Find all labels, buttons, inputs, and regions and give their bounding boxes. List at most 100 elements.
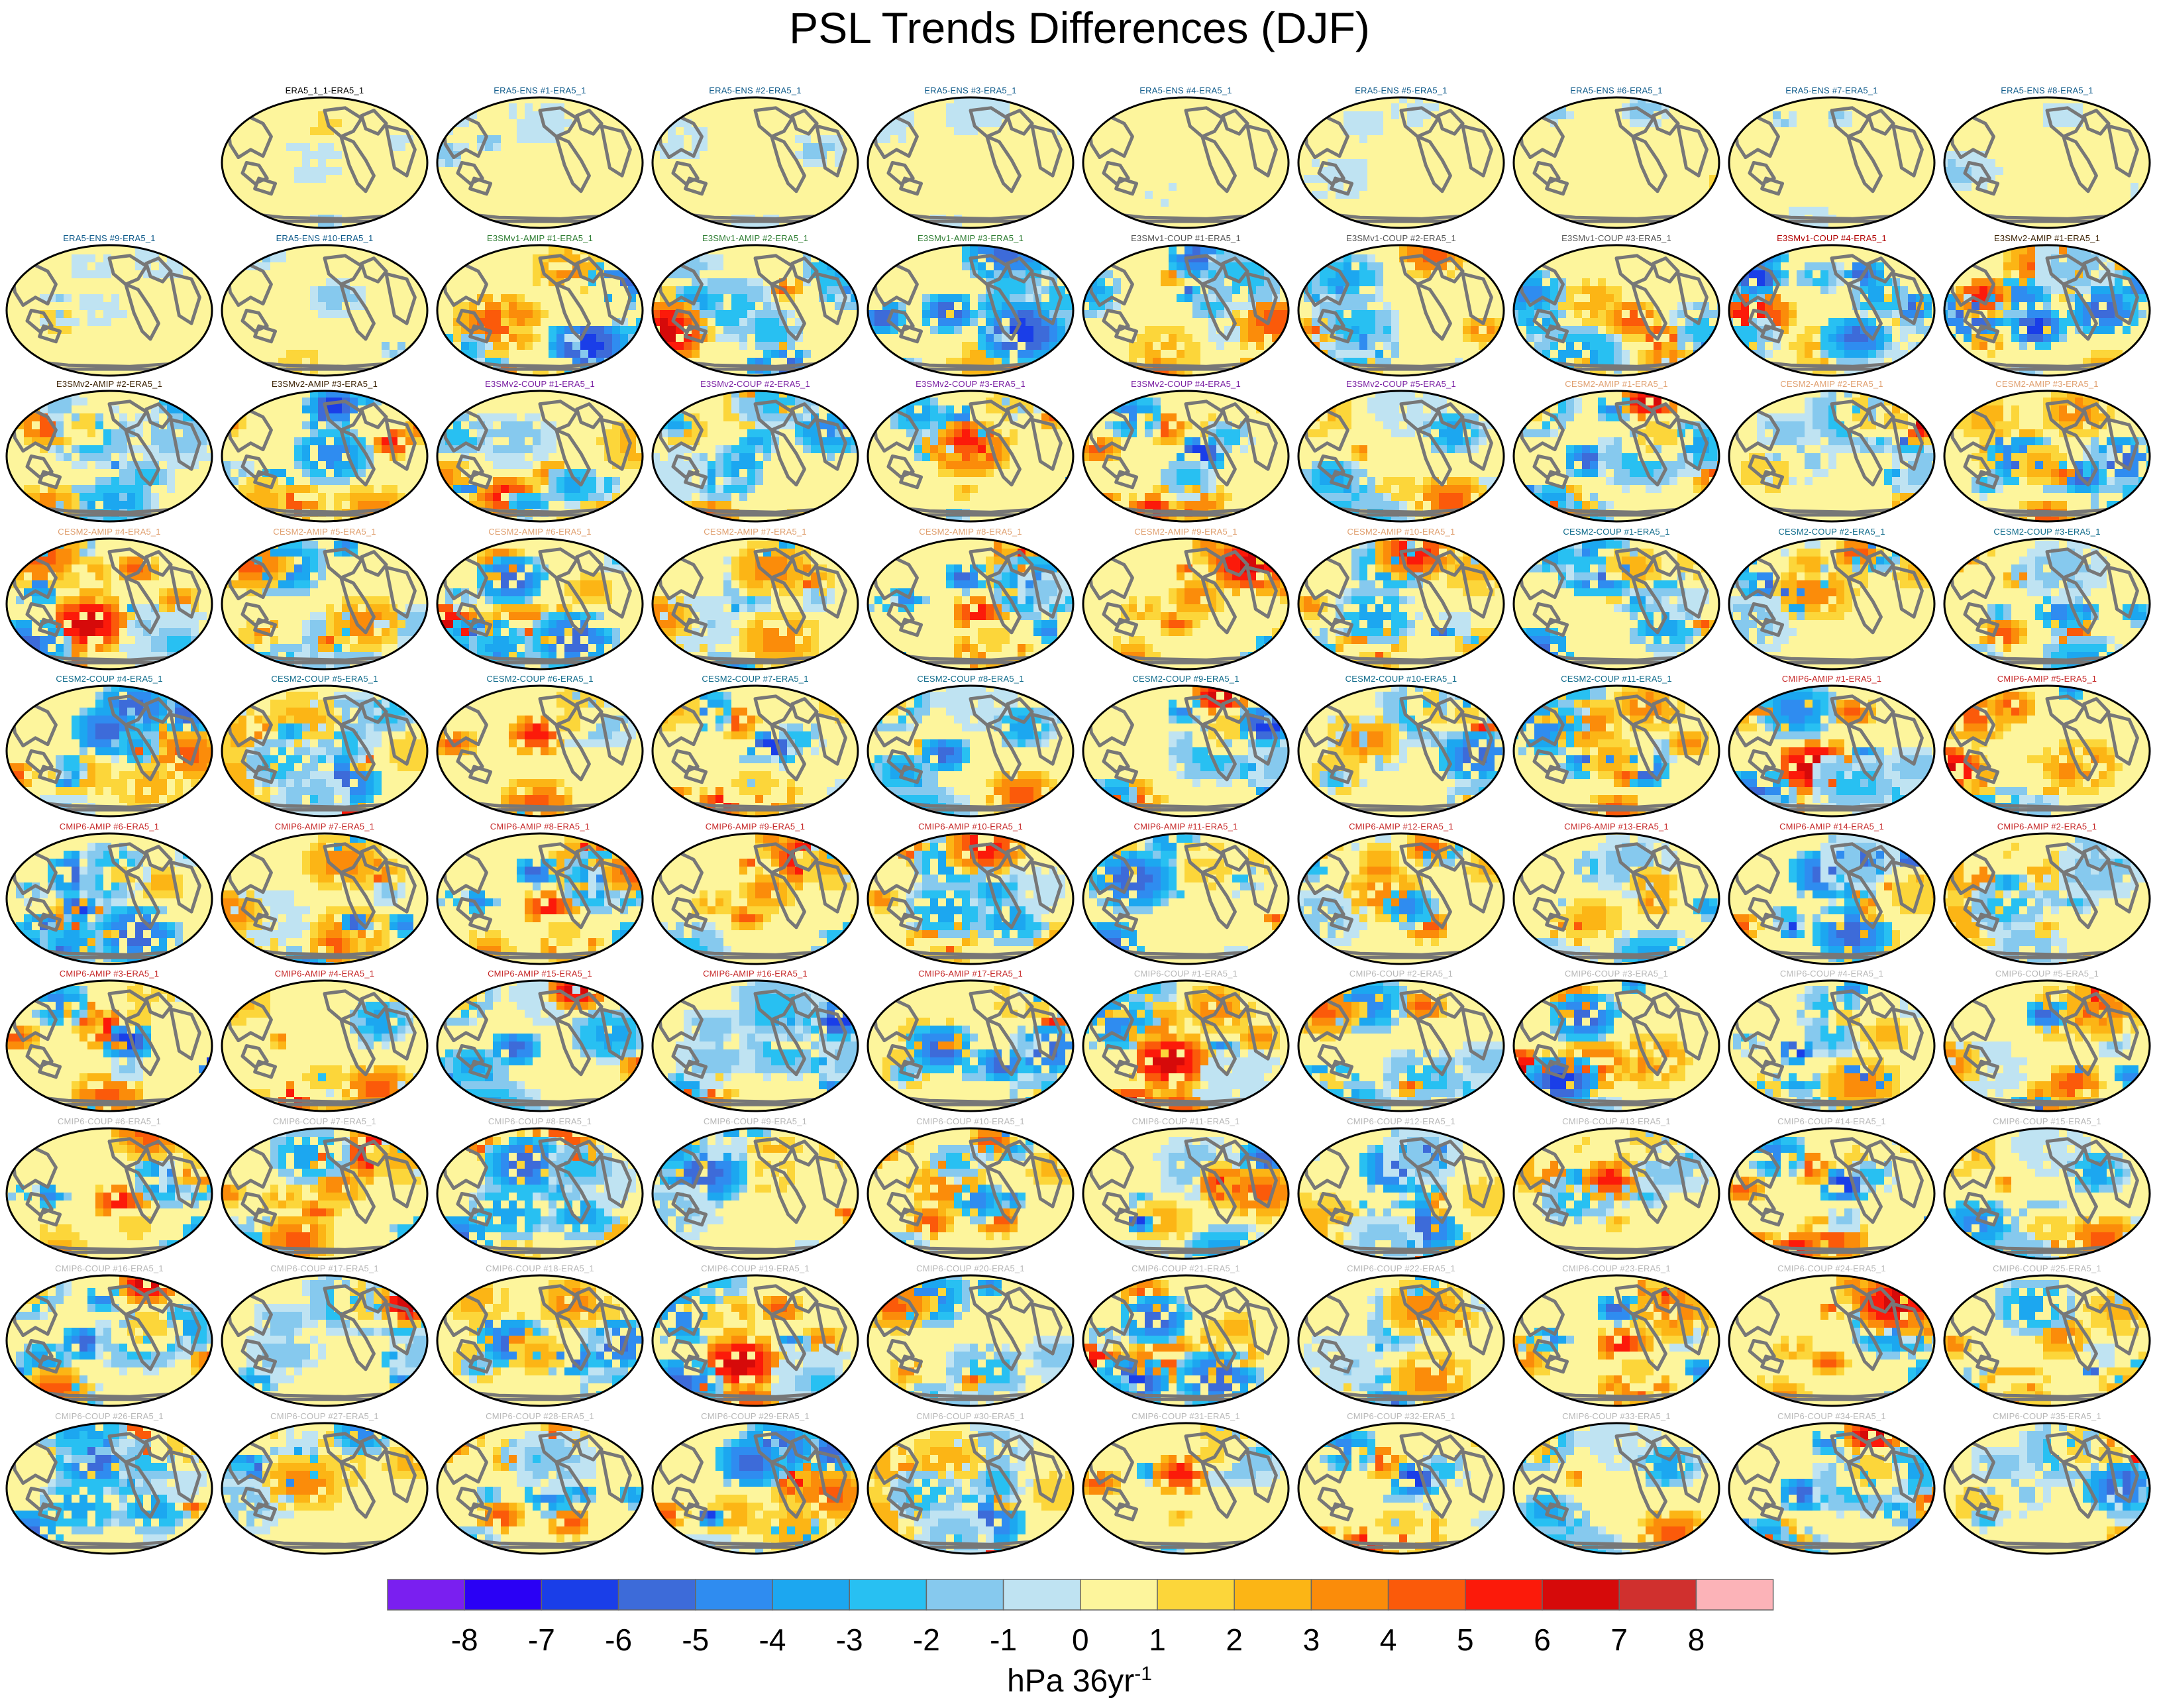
panel-title: E3SMv2-COUP #1-ERA5_1 (437, 379, 643, 389)
panel-title: CMIP6-AMIP #2-ERA5_1 (1944, 822, 2150, 831)
panel-title: ERA5-ENS #7-ERA5_1 (1729, 85, 1934, 95)
panel-title: CESM2-AMIP #5-ERA5_1 (222, 527, 427, 537)
map-panel (1082, 1274, 1290, 1407)
map-panel (436, 537, 644, 670)
panel-title: CESM2-COUP #3-ERA5_1 (1944, 527, 2150, 537)
panel-title: CMIP6-AMIP #7-ERA5_1 (222, 822, 427, 831)
panel-title: ERA5-ENS #9-ERA5_1 (7, 233, 212, 243)
panel-title: ERA5-ENS #10-ERA5_1 (222, 233, 427, 243)
colorbar-tick-label: 5 (1439, 1622, 1492, 1658)
panel-title: CESM2-COUP #10-ERA5_1 (1298, 674, 1504, 684)
map-panel (5, 1274, 213, 1407)
colorbar-tick-label: -6 (592, 1622, 645, 1658)
panel-title: ERA5-ENS #1-ERA5_1 (437, 85, 643, 95)
map-panel (651, 1274, 859, 1407)
panel-title: CESM2-AMIP #4-ERA5_1 (7, 527, 212, 537)
panel-title: CMIP6-COUP #1-ERA5_1 (1083, 969, 1289, 979)
map-panel (436, 684, 644, 818)
map-panel (1512, 244, 1720, 377)
panel-title: ERA5-ENS #5-ERA5_1 (1298, 85, 1504, 95)
colorbar-segment (1465, 1579, 1543, 1611)
panel-title: CMIP6-COUP #33-ERA5_1 (1514, 1411, 1719, 1421)
map-panel (651, 537, 859, 670)
panel-title: CMIP6-COUP #30-ERA5_1 (868, 1411, 1073, 1421)
map-panel (867, 537, 1075, 670)
map-panel (867, 244, 1075, 377)
colorbar-tick-label: -4 (746, 1622, 799, 1658)
panel-title: E3SMv2-AMIP #3-ERA5_1 (222, 379, 427, 389)
panel-title: CMIP6-AMIP #3-ERA5_1 (7, 969, 212, 979)
colorbar-segment (1157, 1579, 1235, 1611)
panel-title: CMIP6-AMIP #15-ERA5_1 (437, 969, 643, 979)
panel-title: CMIP6-COUP #12-ERA5_1 (1298, 1116, 1504, 1126)
colorbar-segment (1080, 1579, 1158, 1611)
panel-title: CMIP6-COUP #23-ERA5_1 (1514, 1263, 1719, 1273)
colorbar-tick-label: 2 (1208, 1622, 1261, 1658)
panel-title: CMIP6-COUP #18-ERA5_1 (437, 1263, 643, 1273)
panel-title: ERA5-ENS #4-ERA5_1 (1083, 85, 1289, 95)
panel-title: CMIP6-COUP #34-ERA5_1 (1729, 1411, 1934, 1421)
panel-title: CMIP6-AMIP #10-ERA5_1 (868, 822, 1073, 831)
panel-title: CMIP6-COUP #5-ERA5_1 (1944, 969, 2150, 979)
panel-title: E3SMv1-AMIP #2-ERA5_1 (653, 233, 858, 243)
panel-title: CMIP6-COUP #6-ERA5_1 (7, 1116, 212, 1126)
map-panel (651, 1127, 859, 1260)
panel-title: CMIP6-COUP #29-ERA5_1 (653, 1411, 858, 1421)
panel-title: ERA5_1_1-ERA5_1 (222, 85, 427, 95)
panel-title: E3SMv2-AMIP #1-ERA5_1 (1944, 233, 2150, 243)
panel-title: E3SMv2-COUP #4-ERA5_1 (1083, 379, 1289, 389)
map-panel (1082, 1422, 1290, 1555)
panel-title: CMIP6-COUP #24-ERA5_1 (1729, 1263, 1934, 1273)
panel-title: E3SMv2-COUP #5-ERA5_1 (1298, 379, 1504, 389)
panel-title: CMIP6-AMIP #4-ERA5_1 (222, 969, 427, 979)
colorbar-segment (1695, 1579, 1774, 1611)
panel-title: CMIP6-COUP #19-ERA5_1 (653, 1263, 858, 1273)
colorbar-segment (1002, 1579, 1081, 1611)
map-panel (651, 684, 859, 818)
map-panel (1943, 537, 2151, 670)
map-panel (1297, 1422, 1505, 1555)
panel-title: CMIP6-AMIP #13-ERA5_1 (1514, 822, 1719, 831)
panel-title: CESM2-COUP #11-ERA5_1 (1514, 674, 1719, 684)
colorbar-tick-label: 7 (1593, 1622, 1646, 1658)
panel-title: E3SMv1-COUP #1-ERA5_1 (1083, 233, 1289, 243)
colorbar-segment (387, 1579, 465, 1611)
colorbar-tick-label: -3 (823, 1622, 876, 1658)
map-panel (1943, 1274, 2151, 1407)
panel-title: CESM2-AMIP #3-ERA5_1 (1944, 379, 2150, 389)
units-base: hPa 36yr (1007, 1664, 1134, 1699)
map-panel (867, 832, 1075, 965)
panel-title: CESM2-AMIP #10-ERA5_1 (1298, 527, 1504, 537)
panel-title: CMIP6-COUP #15-ERA5_1 (1944, 1116, 2150, 1126)
units-exponent: -1 (1134, 1663, 1152, 1685)
figure-title: PSL Trends Differences (DJF) (0, 3, 2159, 53)
panel-title: CMIP6-COUP #3-ERA5_1 (1514, 969, 1719, 979)
panel-title: E3SMv1-COUP #2-ERA5_1 (1298, 233, 1504, 243)
colorbar-tick-label: 1 (1131, 1622, 1184, 1658)
map-panel (1512, 832, 1720, 965)
map-panel (1082, 684, 1290, 818)
panel-title: CESM2-COUP #2-ERA5_1 (1729, 527, 1934, 537)
colorbar-tick-label: 3 (1285, 1622, 1338, 1658)
panel-title: CESM2-AMIP #6-ERA5_1 (437, 527, 643, 537)
panel-title: CMIP6-COUP #25-ERA5_1 (1944, 1263, 2150, 1273)
panel-title: CMIP6-AMIP #12-ERA5_1 (1298, 822, 1504, 831)
panel-title: E3SMv1-COUP #4-ERA5_1 (1729, 233, 1934, 243)
colorbar-segment (849, 1579, 927, 1611)
colorbar-segment (1234, 1579, 1312, 1611)
colorbar-segment (1542, 1579, 1620, 1611)
map-panel (221, 96, 429, 229)
panel-title: CMIP6-COUP #21-ERA5_1 (1083, 1263, 1289, 1273)
map-panel (1728, 979, 1936, 1112)
colorbar-segment (1618, 1579, 1697, 1611)
panel-title: CMIP6-COUP #11-ERA5_1 (1083, 1116, 1289, 1126)
colorbar-tick-label: -7 (515, 1622, 568, 1658)
panel-title: E3SMv2-COUP #3-ERA5_1 (868, 379, 1073, 389)
colorbar-tick-label: -2 (900, 1622, 953, 1658)
colorbar-segment (464, 1579, 543, 1611)
map-panel (436, 96, 644, 229)
panel-title: CMIP6-AMIP #6-ERA5_1 (7, 822, 212, 831)
map-panel (1297, 1127, 1505, 1260)
